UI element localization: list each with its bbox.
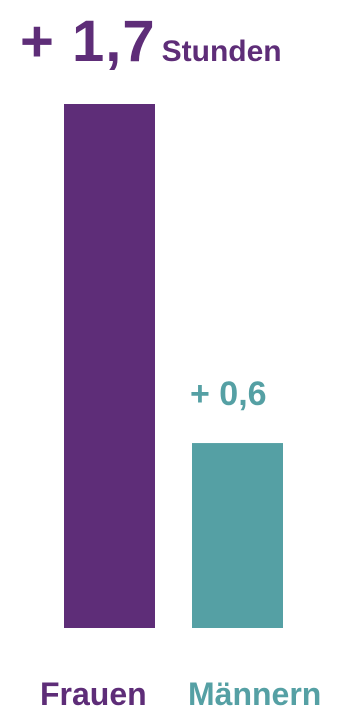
bar-value-label-frauen: + 1,7 Stunden xyxy=(20,8,282,75)
bar-value-frauen: + 1,7 xyxy=(20,9,156,74)
bar-frauen xyxy=(64,104,155,628)
category-label-maennern: Männern xyxy=(188,676,322,712)
value-unit: Stunden xyxy=(161,35,282,68)
bar-value-label-maennern: + 0,6 xyxy=(190,375,267,413)
bar-maennern xyxy=(192,443,283,628)
category-label-frauen: Frauen xyxy=(40,676,147,712)
